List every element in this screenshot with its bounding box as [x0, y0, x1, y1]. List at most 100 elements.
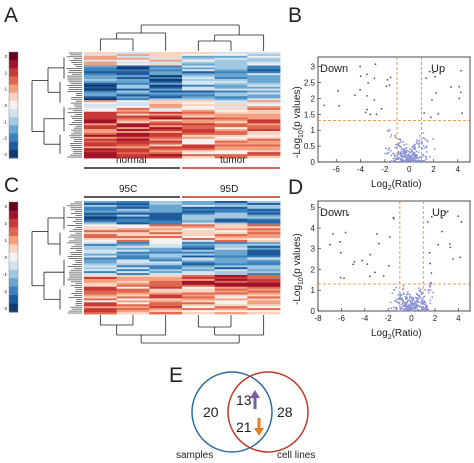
data-point	[388, 236, 391, 238]
heatmap-cell	[149, 288, 183, 292]
heatmap-cell	[214, 78, 248, 82]
data-point	[460, 69, 463, 72]
heatmap-cell	[84, 220, 118, 223]
data-point	[395, 155, 397, 157]
venn-circle-cell-lines	[227, 371, 309, 453]
heatmap-cell	[182, 71, 216, 74]
data-point	[390, 154, 393, 157]
heatmap-cell	[247, 276, 281, 280]
heatmap-cell	[116, 102, 150, 105]
data-point	[369, 113, 372, 116]
data-point	[408, 304, 410, 307]
heatmap-cell	[214, 257, 248, 260]
data-point	[359, 88, 362, 91]
heatmap-cell	[84, 82, 118, 86]
data-point	[404, 298, 407, 301]
data-point	[421, 298, 424, 300]
heatmap-cell	[214, 115, 248, 118]
heatmap-cell	[182, 216, 216, 219]
heatmap-cell	[116, 310, 150, 313]
heatmap-cell	[116, 247, 150, 251]
heatmap-cell	[247, 249, 281, 253]
heatmap-cell	[182, 251, 216, 255]
data-point	[388, 160, 391, 163]
heatmap-cell	[214, 255, 248, 258]
heatmap-cell	[116, 123, 150, 126]
heatmap-cell	[182, 117, 216, 120]
heatmap-cell	[182, 111, 216, 115]
xlabel-b: Log2(Ratio)	[371, 179, 422, 192]
heatmap-cell	[149, 109, 183, 113]
heatmap-cell	[84, 65, 118, 68]
heatmap-cell	[182, 107, 216, 111]
heatmap-cell	[149, 134, 183, 138]
heatmap-cell	[247, 132, 281, 136]
heatmap-cell	[149, 146, 183, 149]
data-point	[397, 150, 400, 153]
heatmap-cell	[182, 278, 216, 282]
data-point	[411, 302, 414, 305]
heatmap-cell	[247, 125, 281, 128]
colorbar-swatch	[9, 92, 18, 102]
heatmap-cell	[247, 77, 281, 80]
heatmap-cell	[149, 232, 183, 235]
venn-count-cell-lines-only: 28	[277, 404, 293, 420]
heatmap-cell	[116, 253, 150, 256]
heatmap-cell	[182, 204, 216, 208]
up-label-b: Up	[431, 63, 445, 75]
data-point	[403, 148, 406, 150]
heatmap-cell	[247, 312, 281, 315]
heatmap-cell	[214, 273, 248, 276]
heatmap-cell	[149, 259, 183, 262]
data-point	[394, 146, 397, 149]
data-point	[390, 134, 393, 136]
data-point	[411, 309, 414, 312]
heatmap-cell	[247, 273, 281, 276]
data-point	[422, 144, 425, 147]
heatmap-cell	[149, 298, 183, 301]
heatmap-cell	[149, 201, 183, 204]
heatmap-cell	[247, 280, 281, 284]
heatmap-cell	[247, 271, 281, 274]
heatmap-cell	[116, 152, 150, 155]
colorbar-swatch	[9, 149, 18, 159]
heatmap-cell	[247, 310, 281, 313]
heatmap-cell	[247, 201, 281, 204]
data-point	[433, 148, 436, 150]
data-point	[432, 137, 434, 140]
heatmap-cell	[149, 300, 183, 303]
data-point	[415, 141, 418, 144]
heatmap-cell	[182, 202, 216, 206]
data-point	[392, 306, 395, 309]
heatmap-cell	[149, 59, 183, 63]
heatmap-cell	[247, 226, 281, 229]
data-point	[446, 210, 449, 213]
heatmap-cell	[149, 125, 183, 128]
heatmap-cell	[116, 77, 150, 80]
heatmap-cell	[182, 152, 216, 155]
heatmap-cell	[149, 284, 183, 288]
heatmap-cell	[84, 77, 118, 80]
heatmap-cell	[84, 249, 118, 253]
heatmap-cell	[247, 241, 281, 245]
heatmap-cell	[116, 249, 150, 253]
heatmap-cell	[214, 296, 248, 299]
data-point	[405, 156, 408, 159]
heatmap-cell	[182, 59, 216, 63]
colorbar-swatch	[9, 235, 18, 245]
heatmap-cell	[182, 144, 216, 147]
y-tick-label: 2	[311, 94, 316, 103]
data-point	[400, 307, 403, 309]
data-point	[418, 141, 421, 144]
heatmap-cell	[84, 142, 118, 145]
heatmap-cell	[149, 273, 183, 276]
heatmap-cell	[247, 140, 281, 143]
data-point	[411, 159, 414, 162]
heatmap-cell	[84, 238, 118, 241]
heatmap-cell	[182, 90, 216, 93]
data-point	[412, 147, 415, 150]
heatmap-cell	[149, 257, 183, 260]
data-point	[422, 137, 425, 139]
colorbar-swatch	[9, 84, 18, 94]
colorbar-tick-label: -3	[3, 152, 7, 157]
